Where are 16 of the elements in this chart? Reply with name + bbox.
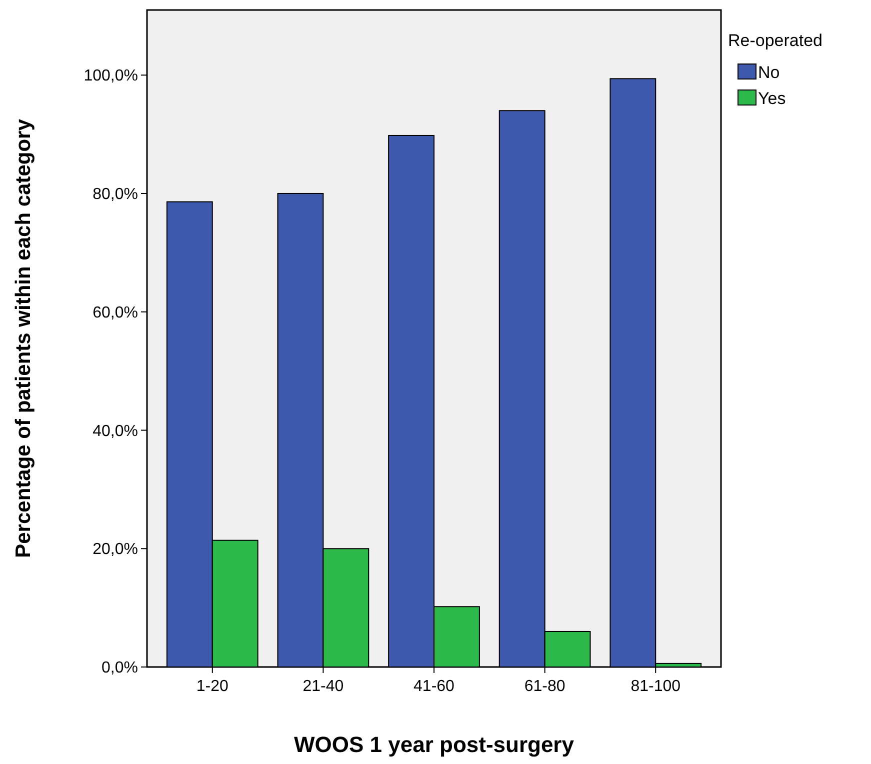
x-tick-label: 21-40: [302, 678, 344, 695]
x-axis-title: WOOS 1 year post-surgery: [294, 732, 575, 757]
y-axis-title: Percentage of patients within each category: [12, 118, 35, 558]
legend-label: No: [758, 62, 780, 82]
y-tick-label: 100,0%: [84, 68, 138, 85]
x-tick-label: 1-20: [196, 678, 228, 695]
x-tick-label: 41-60: [414, 678, 455, 695]
y-tick-label: 20,0%: [92, 541, 138, 558]
y-tick-label: 40,0%: [92, 422, 138, 440]
x-tick-label: 81-100: [630, 678, 681, 695]
y-tick-label: 80,0%: [92, 186, 138, 204]
y-tick-label: 60,0%: [92, 304, 138, 322]
x-tick-label: 61-80: [524, 678, 566, 695]
legend-label: Yes: [758, 88, 786, 108]
legend-title: Re-operated: [728, 30, 823, 50]
y-tick-label: 0,0%: [102, 660, 138, 677]
